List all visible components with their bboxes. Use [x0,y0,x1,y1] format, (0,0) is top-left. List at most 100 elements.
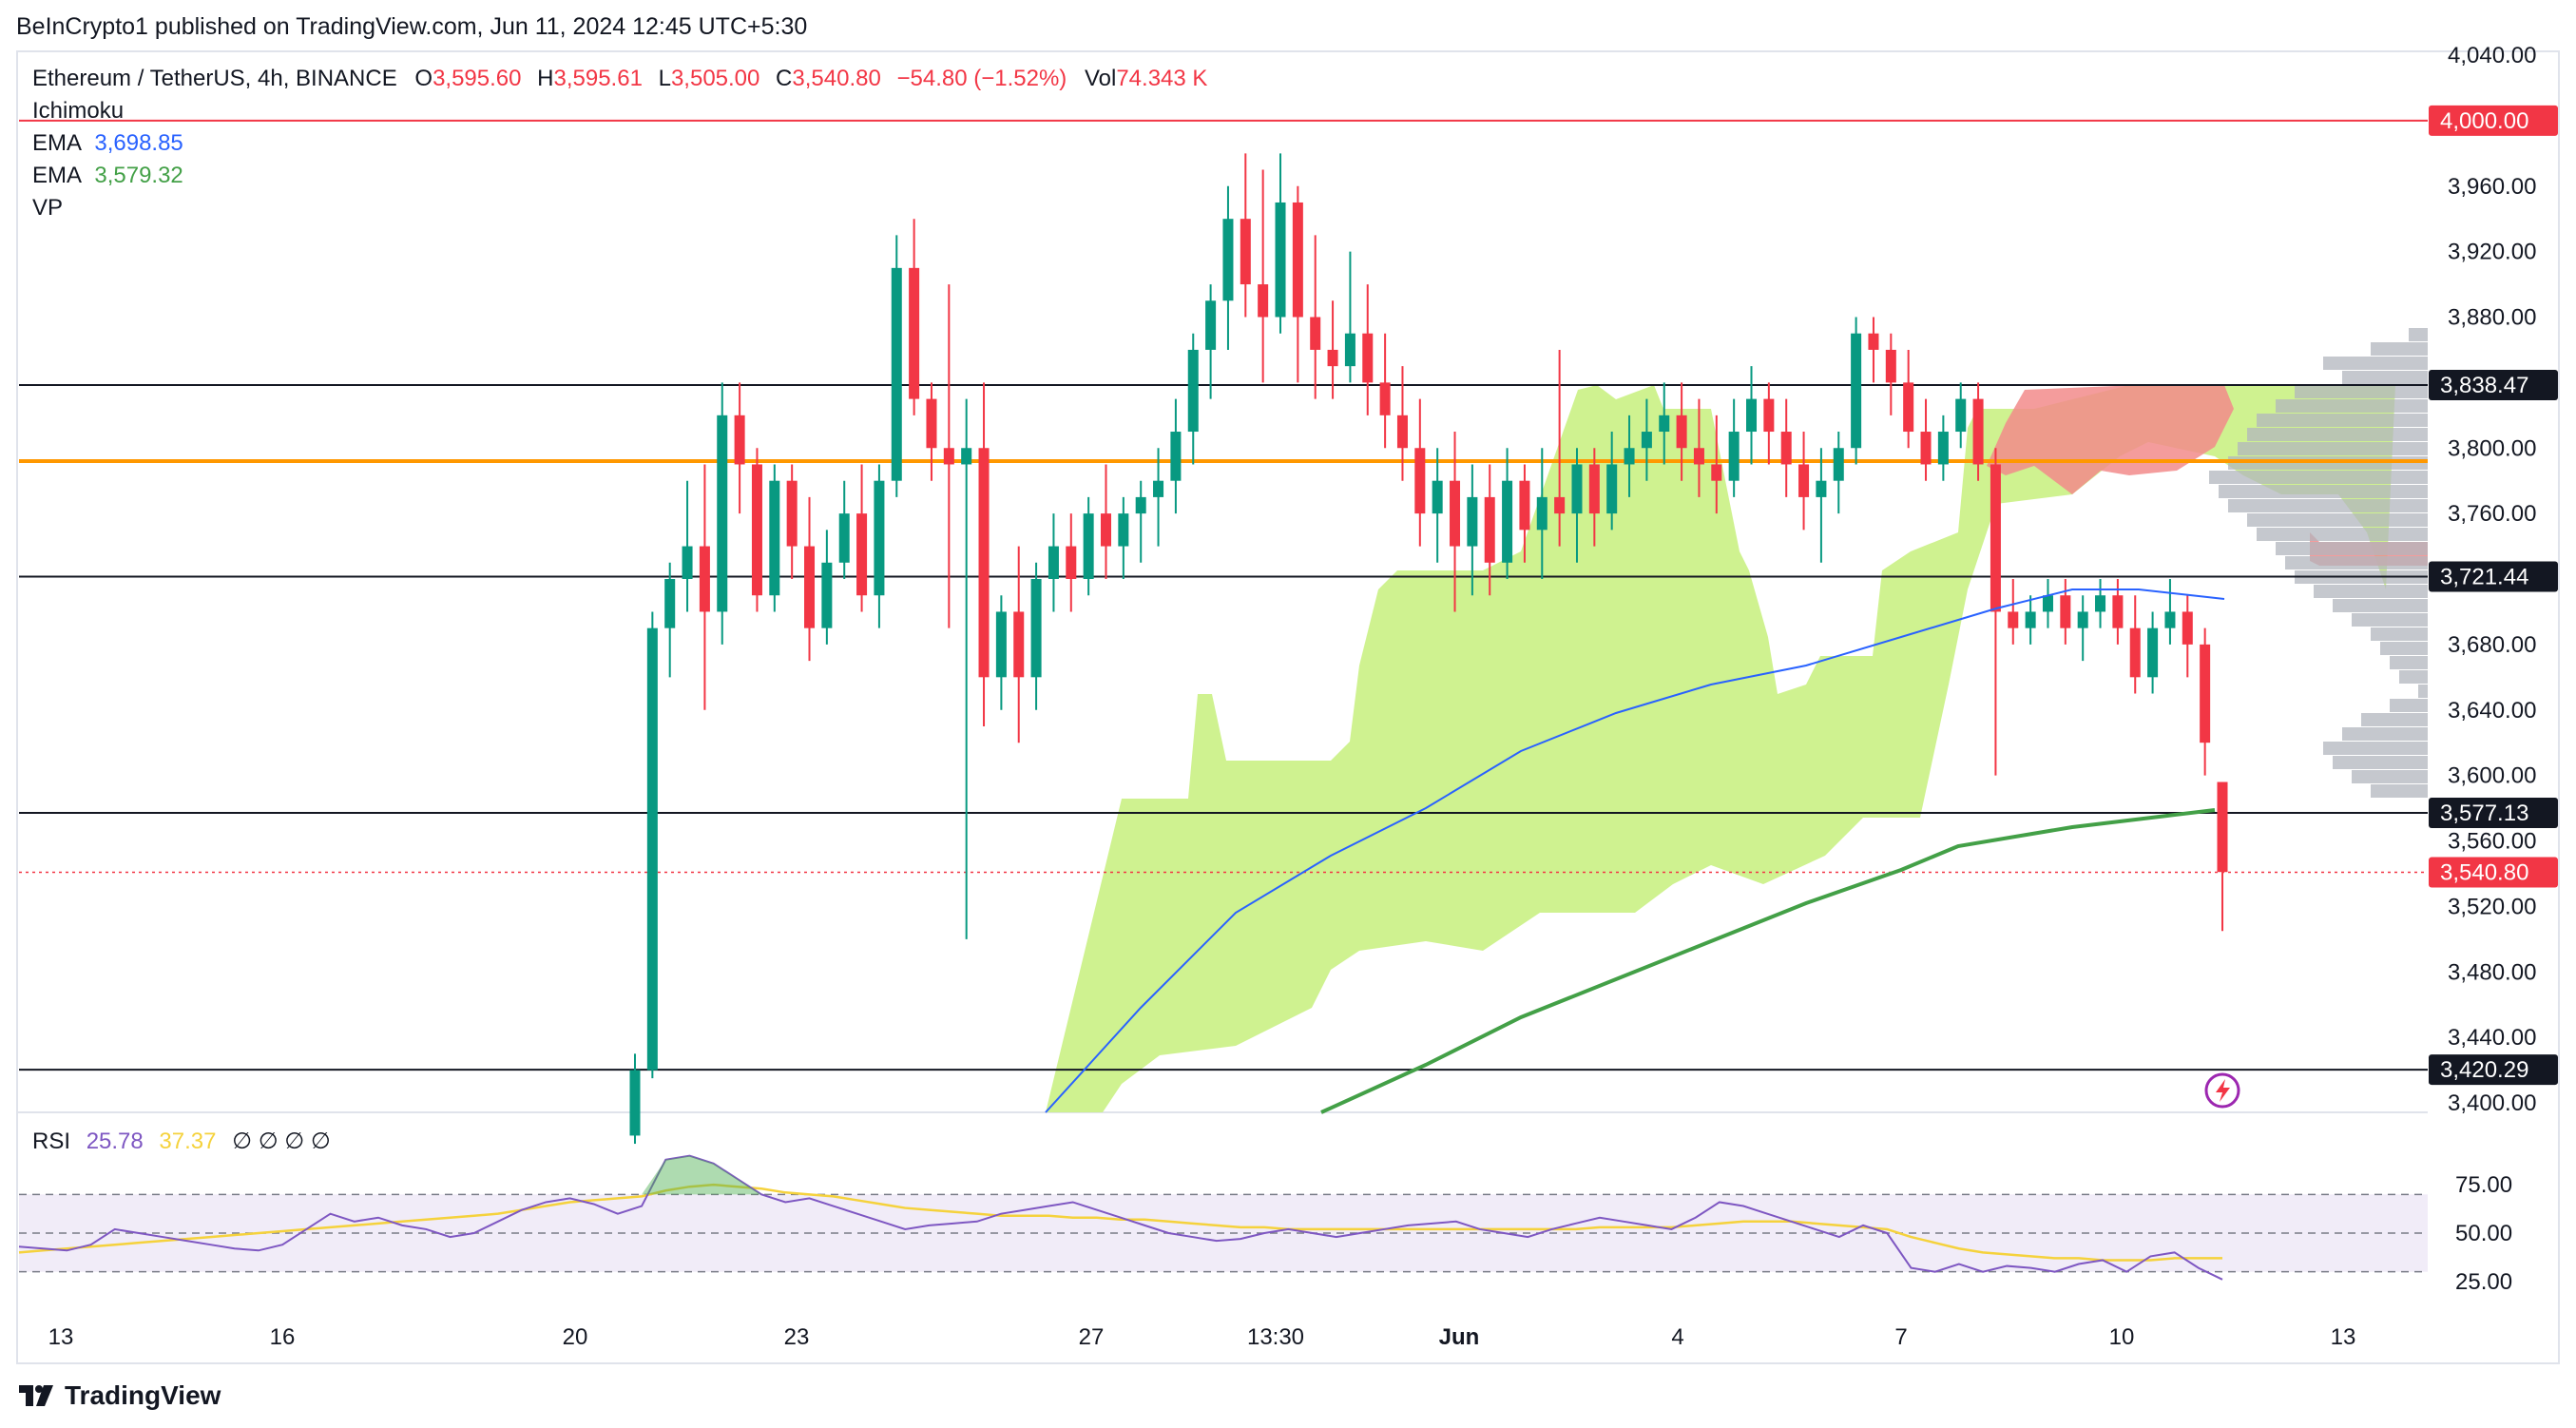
candle-body [1258,284,1269,318]
level-price-tag-text: 4,000.00 [2440,108,2528,134]
candle-body [2095,595,2106,612]
candle-body [1048,546,1059,579]
time-tick-label: 27 [1079,1324,1105,1350]
candle-body [2129,627,2141,678]
candle-body [909,267,920,399]
rsi-legend[interactable]: RSI 25.78 37.37 ∅ ∅ ∅ ∅ [32,1128,331,1155]
candle-body [1222,219,1234,301]
high-value: 3,595.61 [553,66,643,91]
legend-ema-slow[interactable]: EMA 3,579.32 [32,160,1207,192]
candle-body [2147,627,2159,678]
volume-profile-bar [2361,713,2428,726]
volume-profile-bar [2323,742,2428,755]
time-tick-label: 4 [1671,1324,1683,1350]
candle-body [2042,595,2053,612]
candle-body [1851,333,1862,449]
open-value: 3,595.60 [433,66,522,91]
price-tick-label: 3,440.00 [2448,1025,2536,1051]
legend-ema-fast[interactable]: EMA 3,698.85 [32,127,1207,160]
volume-profile-bar [2314,585,2428,598]
candle-body [2077,611,2088,628]
candle-body [1118,513,1129,547]
price-tick-label: 3,400.00 [2448,1090,2536,1116]
candle-body [1693,448,1704,465]
candle-body [1187,349,1199,433]
candle-body [1414,448,1426,514]
time-tick-label: 23 [784,1324,810,1350]
price-axis[interactable]: 4,040.00 4,000.00 3,960.00 3,920.00 3,880.00… [2429,43,2558,1295]
candle-body [1013,611,1025,678]
level-price-tag-text: 3,420.29 [2440,1057,2528,1083]
candle-body [1885,349,1896,383]
volume-value: 74.343 K [1116,66,1208,91]
volume-profile-bar [2247,513,2428,527]
candle-body [1833,448,1844,481]
open-label: O [414,66,433,91]
low-value: 3,505.00 [670,66,760,91]
time-tick-label: 10 [2109,1324,2135,1350]
rsi-overbought-fill [642,1155,762,1195]
volume-profile-bar [2219,485,2428,498]
last-price-tag-text: 3,540.80 [2440,860,2528,886]
candle-body [874,480,885,596]
candle-body [838,513,850,563]
candle-body [717,415,728,612]
volume-profile-bar [2380,642,2428,655]
legend-ichimoku[interactable]: Ichimoku [32,98,125,124]
ichimoku-cloud-bearish [1987,385,2234,494]
candle-body [1798,464,1810,497]
candle-body [1571,464,1583,514]
price-pane[interactable] [19,119,2428,1145]
price-tick-label: 3,920.00 [2448,240,2536,265]
candle-body [1659,415,1670,433]
candle-body [1624,448,1635,465]
ema-slow-line [1320,808,2216,1114]
price-tick-label: 3,880.00 [2448,305,2536,331]
tradingview-logo-icon [19,1385,53,1406]
volume-profile-bar [2238,442,2428,455]
candle-body [1153,480,1164,497]
price-tick-label: 3,520.00 [2448,894,2536,919]
level-price-tag [2429,1054,2558,1086]
volume-profile-bar [2371,627,2428,641]
tradingview-brand: TradingView [65,1380,221,1410]
candle-body [1816,480,1827,497]
ema-slow-value: 3,579.32 [94,163,183,188]
rsi-tick-label: 50.00 [2455,1221,2512,1246]
price-tick-label: 3,760.00 [2448,501,2536,527]
symbol-title[interactable]: Ethereum / TetherUS, 4h, BINANCE [32,66,397,91]
candle-body [769,480,780,596]
last-price-tag [2429,857,2558,888]
candle-body [1868,333,1879,350]
candle-body [1606,464,1618,514]
candle-body [1588,464,1600,514]
rsi-tick-label: 25.00 [2455,1269,2512,1295]
time-axis[interactable]: 13 16 20 23 27 13:30 Jun 4 7 10 13 [48,1324,2356,1350]
volume-profile-bar [2399,670,2428,684]
candle-body [821,562,833,628]
tradingview-logo[interactable]: TradingView [19,1380,221,1411]
candle-body [1450,480,1461,547]
candle-body [1484,496,1495,563]
candle-body [1711,464,1722,481]
rsi-ma-line [18,1183,2222,1262]
candle-body [646,627,658,1071]
candle-body [2164,611,2176,628]
volume-profile-bar [2371,784,2428,798]
legend-vp[interactable]: VP [32,195,64,221]
time-tick-label: 13 [48,1324,74,1350]
candle-body [1937,432,1949,465]
candle-body [1396,415,1408,449]
volume-profile-bar [2257,528,2428,541]
price-tick-label: 3,640.00 [2448,698,2536,724]
candle-body [2025,611,2036,628]
volume-profile-bar [2371,342,2428,356]
candle-body [1030,579,1042,678]
level-price-tag [2429,105,2558,136]
level-price-tag-text: 3,721.44 [2440,565,2528,590]
ema-slow-label: EMA [32,163,81,188]
rsi-pane[interactable] [18,1154,2428,1281]
candle-body [699,546,710,612]
volume-profile-bar [2333,599,2428,612]
